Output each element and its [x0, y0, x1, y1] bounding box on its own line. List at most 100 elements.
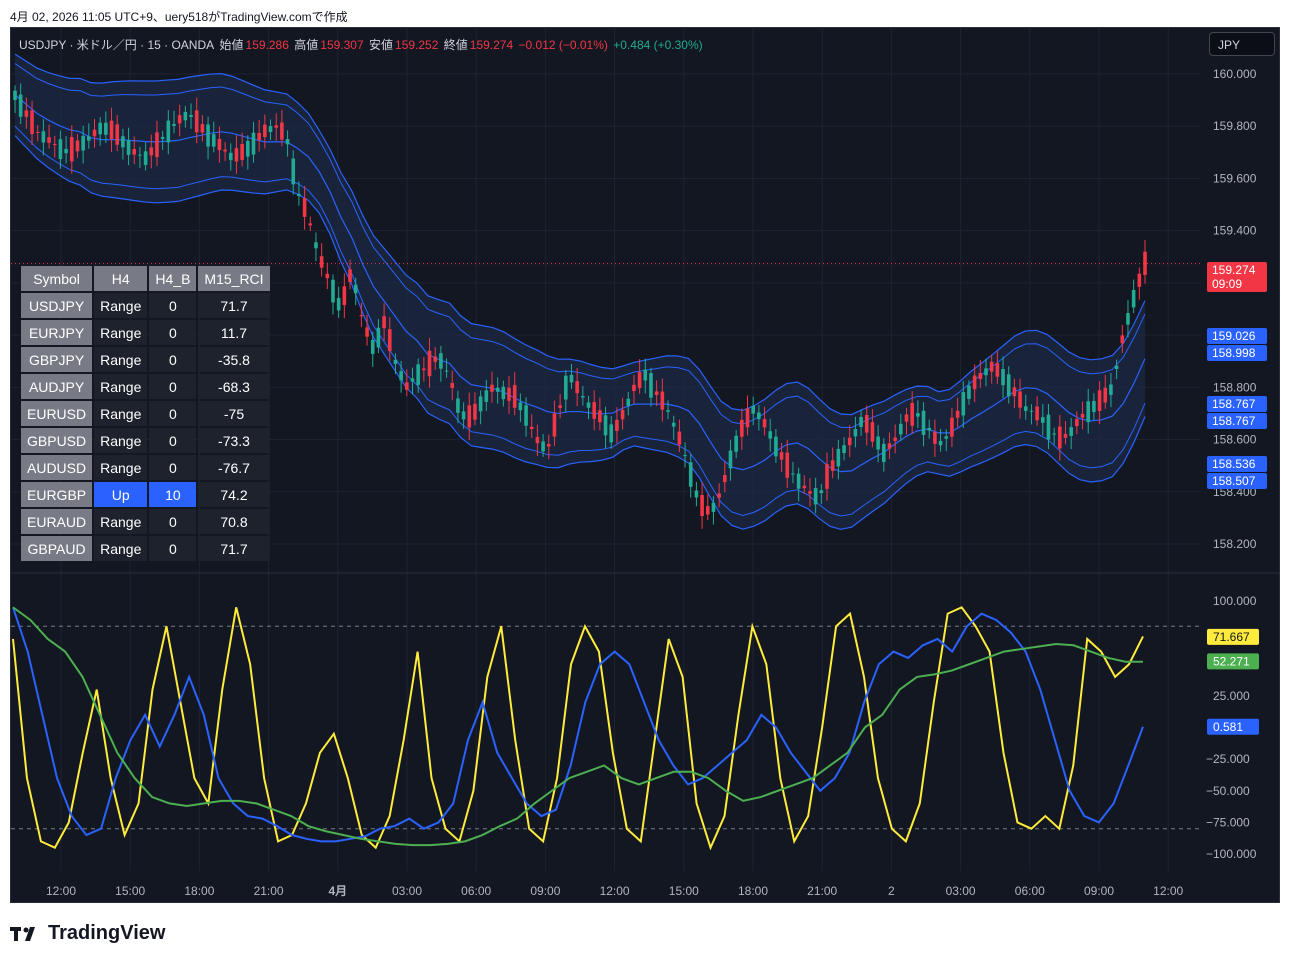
table-row: AUDUSD Range 0 -76.7	[21, 455, 270, 480]
candle-body	[825, 464, 829, 489]
candle-body	[688, 462, 693, 487]
candle-body	[802, 485, 807, 489]
candle-body	[768, 431, 773, 439]
price-axis-label: 158.600	[1213, 433, 1257, 447]
candle-body	[478, 396, 483, 412]
candle-body	[166, 120, 171, 143]
time-axis-label: 12:00	[600, 884, 630, 898]
candle-body	[1069, 427, 1073, 436]
candle-body	[104, 122, 108, 135]
rci-tag	[1207, 718, 1259, 735]
table-cell: -68.3	[198, 374, 270, 399]
close-label: 終値	[443, 38, 468, 52]
candle-body	[126, 139, 131, 155]
table-symbol-cell: GBPUSD	[21, 428, 93, 453]
candle-body	[944, 436, 949, 439]
high-value: 159.307	[320, 38, 364, 52]
rci-tag	[1207, 628, 1259, 645]
band-middle	[14, 94, 1146, 473]
candle-body	[717, 493, 721, 498]
rci-tag	[1207, 653, 1259, 670]
time-axis-label: 09:00	[530, 884, 560, 898]
table-cell: 70.8	[198, 509, 270, 534]
table-cell: 71.7	[198, 536, 270, 561]
candle-body	[41, 131, 46, 143]
candle-body	[740, 419, 744, 437]
time-axis-label: 09:00	[1084, 884, 1114, 898]
time-axis-label: 21:00	[254, 884, 284, 898]
table-cell: 74.2	[198, 482, 270, 507]
candle-body	[393, 359, 398, 364]
candle-body	[881, 443, 886, 462]
candle-body	[916, 413, 920, 417]
time-axis-label: 4月	[328, 884, 347, 898]
price-tag-value: 159.026	[1212, 329, 1256, 343]
high-label: 高値	[294, 38, 319, 52]
candle-body	[1063, 433, 1068, 438]
candle-body	[490, 384, 494, 392]
low-label: 安値	[369, 38, 394, 52]
candle-body	[904, 414, 909, 422]
candle-body	[1052, 433, 1056, 435]
candle-body	[529, 426, 534, 429]
change-value: −0.012 (−0.01%)	[518, 38, 608, 52]
candle-body	[172, 124, 176, 126]
candle-body	[581, 395, 585, 398]
table-row: EURGBP Up 10 74.2	[21, 482, 270, 507]
candle-body	[410, 378, 415, 382]
table-cell: 0	[149, 347, 197, 372]
candle-body	[1018, 391, 1022, 408]
candle-body	[683, 455, 687, 457]
candle-body	[847, 437, 852, 446]
table-cell: 0	[149, 401, 197, 426]
table-row: AUDJPY Range 0 -68.3	[21, 374, 270, 399]
candle-body	[109, 120, 114, 139]
candle-body	[1080, 413, 1085, 418]
currency-button[interactable]: JPY	[1209, 32, 1275, 56]
candle-body	[246, 140, 250, 157]
table-cell: 71.7	[198, 293, 270, 318]
chart-frame[interactable]: 160.000 159.800 159.600 159.400 158.800 158.6…	[10, 27, 1280, 903]
candle-body	[24, 110, 29, 117]
rci-tag-value: 52.271	[1213, 654, 1250, 668]
candle-body	[35, 131, 40, 133]
candle-body	[47, 137, 51, 143]
candle-body	[228, 152, 233, 161]
table-row: EURUSD Range 0 -75	[21, 401, 270, 426]
candle-body	[1075, 418, 1079, 427]
table-cell: 0	[149, 455, 197, 480]
table-cell: Range	[94, 428, 148, 453]
table-cell: -73.3	[198, 428, 270, 453]
candle-body	[938, 440, 943, 446]
time-axis-label: 18:00	[738, 884, 768, 898]
candle-body	[700, 494, 704, 517]
candle-body	[69, 137, 74, 162]
table-cell: Range	[94, 536, 148, 561]
rci-line	[12, 607, 1144, 843]
table-cell: Up	[94, 482, 148, 507]
candle-body	[842, 445, 846, 454]
price-axis-label: 158.800	[1213, 380, 1257, 394]
table-cell: 0	[149, 536, 197, 561]
rci-tag-value: 0.581	[1213, 720, 1243, 734]
candle-body	[268, 126, 273, 132]
candle-body	[75, 140, 80, 152]
table-symbol-cell: EURJPY	[21, 320, 93, 345]
price-tag	[1207, 396, 1267, 412]
table-header: Symbol	[21, 266, 93, 291]
candle-body	[564, 375, 568, 400]
candle-body	[745, 408, 750, 428]
tradingview-logo[interactable]: TradingView	[10, 922, 165, 945]
candle-body	[365, 327, 369, 337]
time-axis-label: 03:00	[946, 884, 976, 898]
candle-body	[64, 148, 68, 154]
candle-body	[1040, 417, 1045, 423]
candle-body	[955, 410, 960, 418]
candle-body	[666, 410, 670, 412]
candle-body	[206, 124, 210, 147]
candle-body	[637, 372, 642, 389]
symbol-label[interactable]: USDJPY · 米ドル／円 · 15 · OANDA	[19, 38, 215, 52]
candle-body	[473, 403, 477, 420]
price-tag	[1207, 262, 1267, 292]
candle-body	[138, 154, 142, 156]
